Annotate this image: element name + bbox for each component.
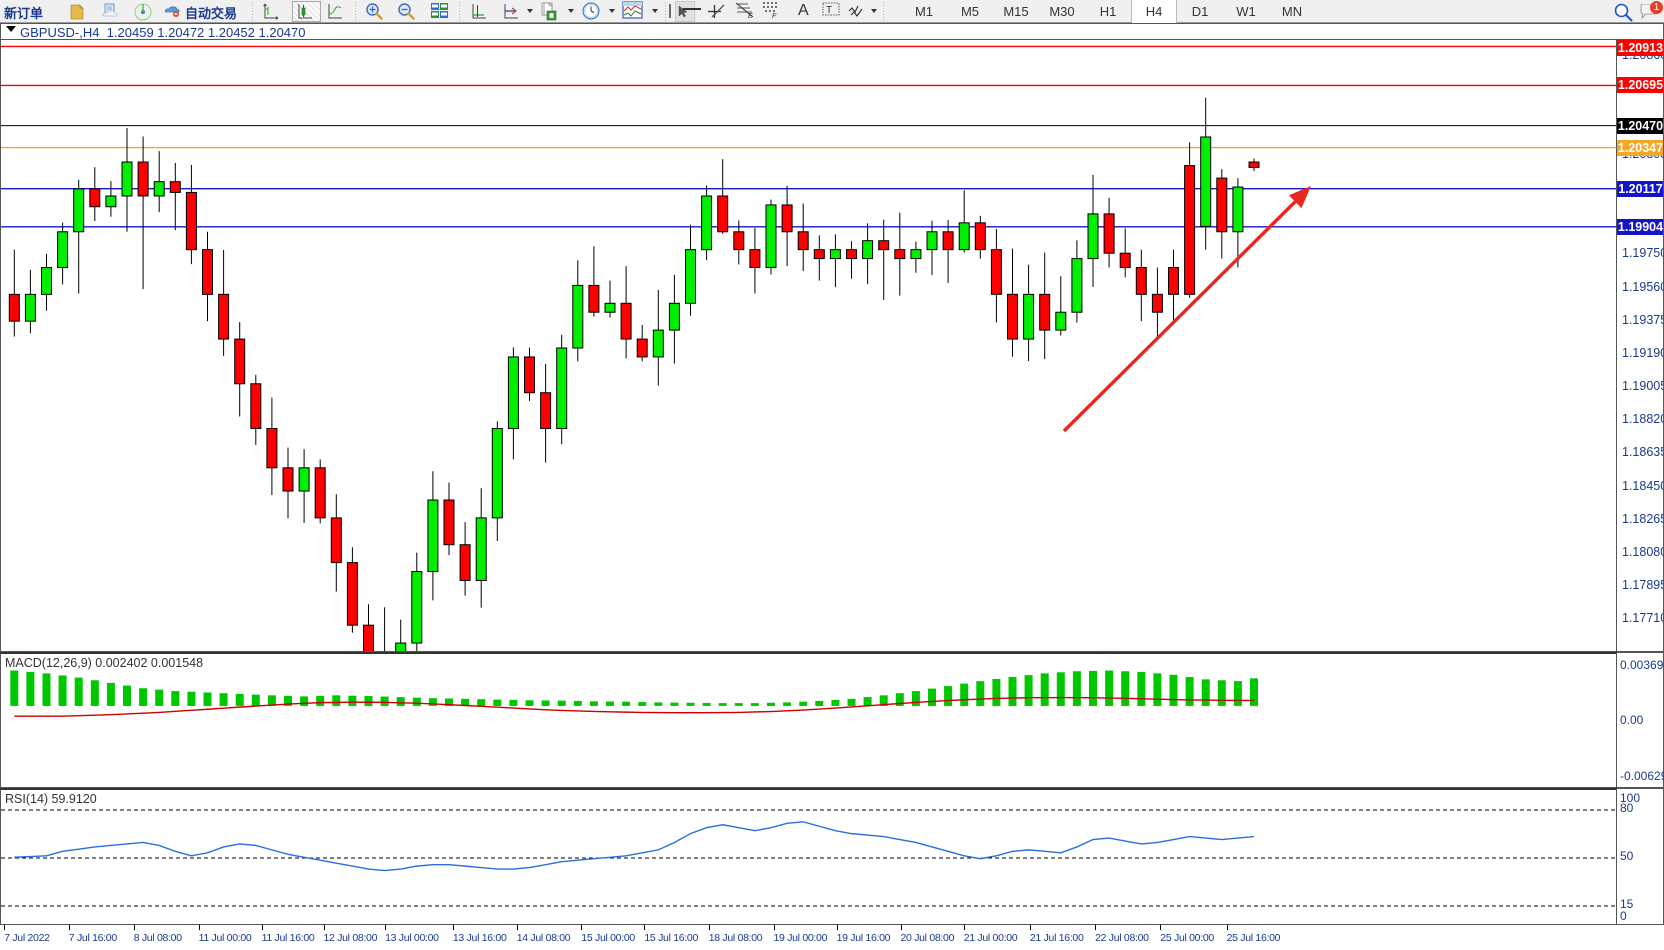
svg-text:E: E [748,13,753,19]
svg-text:F: F [772,13,777,18]
svg-text:T: T [826,5,832,16]
